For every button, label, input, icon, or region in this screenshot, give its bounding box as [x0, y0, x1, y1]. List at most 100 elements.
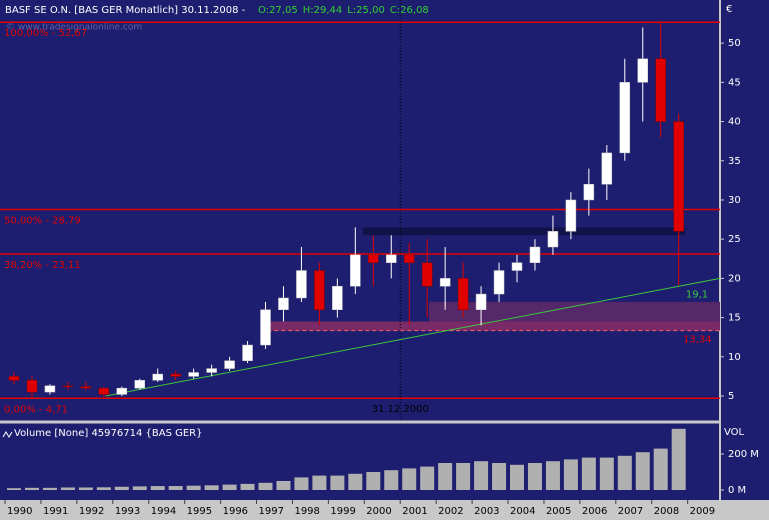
x-tick-label: 1991: [43, 506, 68, 517]
candle-body: [62, 385, 74, 388]
x-tick-label: 2007: [618, 506, 643, 517]
volume-bar: [438, 463, 453, 490]
candle-body: [403, 254, 415, 263]
x-tick-label: 2005: [546, 506, 571, 517]
y-tick-label: 25: [728, 234, 741, 245]
x-tick-label: 2008: [654, 506, 679, 517]
y-tick-label: 20: [728, 273, 741, 284]
support-label: 13,34: [683, 335, 712, 346]
y-tick-label: 35: [728, 156, 741, 167]
fibonacci-label: 50,00% - 28,79: [4, 215, 81, 226]
volume-bar: [671, 428, 686, 490]
x-tick-label: 1990: [7, 506, 32, 517]
volume-bar: [653, 448, 668, 490]
volume-title: Volume [None] 45976714 {BAS GER}: [14, 428, 203, 439]
x-tick-label: 2004: [510, 506, 535, 517]
candle-body: [278, 297, 289, 310]
volume-icon: [2, 431, 13, 438]
candle-body: [98, 387, 110, 395]
volume-bar: [545, 461, 560, 490]
volume-bar: [366, 472, 381, 490]
candle-body: [242, 344, 253, 361]
candle-body: [386, 254, 397, 263]
candle-body: [26, 380, 38, 393]
trend-label: 19,1: [686, 289, 708, 300]
candle-body: [224, 360, 235, 369]
volume-bar: [492, 463, 507, 490]
y-tick-label: 5: [728, 391, 734, 402]
x-tick-label: 1997: [259, 506, 284, 517]
volume-bar: [635, 452, 650, 490]
candle-body: [583, 184, 595, 201]
volume-bar: [258, 482, 273, 490]
quote-value: L:25,00: [347, 5, 385, 16]
candle-body: [439, 278, 451, 287]
volume-bar: [384, 470, 399, 490]
volume-bar: [24, 487, 39, 490]
volume-bar: [168, 486, 183, 490]
x-tick-label: 2001: [402, 506, 427, 517]
candle-body: [8, 376, 20, 381]
date-marker-label: 31.12.2000: [372, 404, 429, 415]
candle-body: [421, 262, 433, 287]
y-tick-label: 40: [728, 117, 741, 128]
volume-bar: [96, 487, 111, 490]
volume-bar: [581, 457, 596, 490]
x-tick-label: 1998: [294, 506, 319, 517]
candle-body: [116, 387, 128, 395]
volume-bar: [150, 486, 165, 490]
candle-body: [529, 246, 541, 263]
x-tick-label: 1995: [187, 506, 212, 517]
fibonacci-label: 38,20% - 23,11: [4, 260, 81, 271]
volume-bar: [402, 468, 417, 490]
candle-body: [314, 270, 325, 310]
x-tick-label: 2002: [438, 506, 463, 517]
x-tick-label: 2000: [366, 506, 391, 517]
x-tick-label: 2009: [690, 506, 715, 517]
volume-bar: [114, 486, 129, 490]
volume-bar: [186, 485, 201, 490]
candle-body: [547, 231, 559, 248]
currency: €: [726, 4, 732, 15]
candle-body: [673, 121, 684, 232]
candle-body: [134, 380, 146, 389]
x-tick-label: 1996: [223, 506, 248, 517]
candle-body: [619, 82, 631, 154]
fibonacci-label: 0,00% - 4,71: [4, 404, 68, 415]
quote-value: C:26,08: [390, 5, 429, 16]
volume-bar: [222, 484, 237, 490]
candle-body: [188, 372, 199, 377]
quote-value: O:27,05: [258, 5, 298, 16]
candle-body: [44, 385, 56, 393]
candle-body: [152, 373, 163, 381]
x-axis-band: [0, 500, 769, 520]
price-zone: [363, 227, 686, 236]
volume-bar: [78, 487, 93, 490]
candle-body: [655, 58, 666, 122]
candle-body: [350, 254, 361, 287]
volume-bar: [474, 461, 489, 490]
candle-body: [80, 386, 92, 389]
volume-bar: [7, 488, 22, 490]
volume-bar: [42, 487, 57, 490]
price-zone: [428, 301, 720, 322]
x-tick-label: 2003: [474, 506, 499, 517]
volume-tick-label: 0 M: [728, 485, 746, 496]
price-zone: [267, 321, 720, 331]
volume-bar: [617, 455, 632, 490]
candle-body: [511, 262, 523, 271]
y-tick-label: 45: [728, 77, 741, 88]
y-tick-label: 10: [728, 352, 741, 363]
candle-body: [457, 278, 469, 310]
chart-title: BASF SE O.N. [BAS GER Monatlich] 30.11.2…: [5, 5, 246, 16]
candle-body: [206, 368, 217, 373]
volume-bar: [276, 481, 291, 490]
volume-bar: [312, 475, 327, 490]
candle-body: [296, 270, 307, 299]
volume-bar: [348, 473, 363, 490]
candle-body: [170, 373, 181, 377]
x-tick-label: 1999: [330, 506, 355, 517]
fibonacci-label: 100,00% - 52,67: [4, 28, 87, 39]
